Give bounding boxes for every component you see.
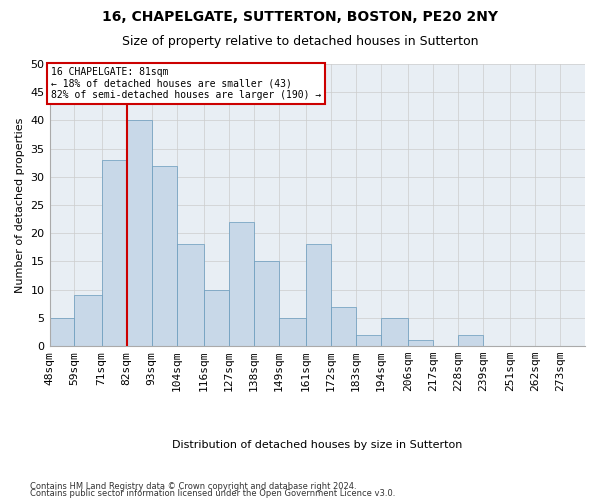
Bar (152, 166, 176, 346)
X-axis label: Distribution of detached houses by size in Sutterton: Distribution of detached houses by size … (172, 440, 463, 450)
Bar (278, 318, 306, 346)
Bar (176, 244, 204, 346)
Bar (50, 318, 74, 346)
Bar (74, 296, 102, 346)
Bar (102, 160, 127, 346)
Text: Size of property relative to detached houses in Sutterton: Size of property relative to detached ho… (122, 35, 478, 48)
Bar (229, 222, 254, 346)
Bar (127, 120, 152, 346)
Bar (381, 318, 408, 346)
Bar (204, 290, 229, 346)
Bar (458, 334, 483, 346)
Y-axis label: Number of detached properties: Number of detached properties (15, 118, 25, 292)
Text: 16 CHAPELGATE: 81sqm
← 18% of detached houses are smaller (43)
82% of semi-detac: 16 CHAPELGATE: 81sqm ← 18% of detached h… (50, 67, 321, 100)
Bar (408, 340, 433, 346)
Bar (356, 334, 381, 346)
Bar (254, 262, 278, 346)
Text: Contains public sector information licensed under the Open Government Licence v3: Contains public sector information licen… (30, 490, 395, 498)
Bar (306, 244, 331, 346)
Bar (331, 306, 356, 346)
Text: Contains HM Land Registry data © Crown copyright and database right 2024.: Contains HM Land Registry data © Crown c… (30, 482, 356, 491)
Text: 16, CHAPELGATE, SUTTERTON, BOSTON, PE20 2NY: 16, CHAPELGATE, SUTTERTON, BOSTON, PE20 … (102, 10, 498, 24)
